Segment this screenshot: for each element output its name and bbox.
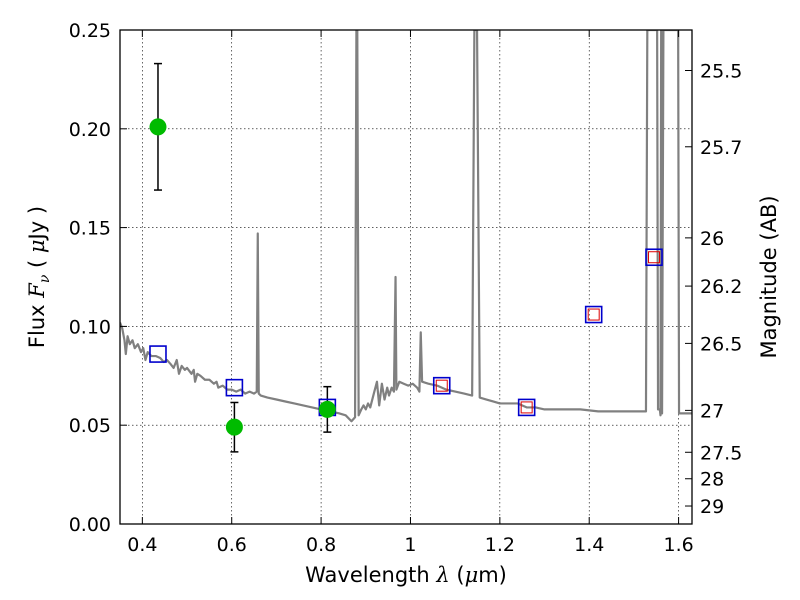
x-tick-label: 1.6 [663, 534, 693, 556]
x-axis-unit-end: m) [478, 563, 507, 587]
observed-data-point [225, 418, 243, 436]
y-axis-mu: μ [25, 239, 49, 253]
y-tick-label: 0.15 [69, 218, 111, 240]
y-axis-label-word: Flux [25, 298, 49, 348]
y-axis-F: F [25, 282, 49, 299]
y-axis-label: Flux Fν ( μJy ) [25, 206, 53, 348]
y-tick-label: 0.10 [69, 316, 111, 338]
model-photometry-square [432, 376, 451, 395]
model-photometry-square [225, 378, 244, 397]
x-axis-label: Wavelength λ (μm) [305, 563, 507, 587]
observed-data-point [318, 400, 336, 418]
x-tick-label: 1.4 [574, 534, 604, 556]
model-photometry-square [149, 345, 167, 363]
model-photometry-inner-square [520, 401, 533, 414]
y-tick-label: 0.20 [69, 119, 111, 141]
y-tick-label: 0.25 [69, 20, 111, 42]
model-photometry-square [584, 305, 603, 324]
right-axis-label: Magnitude (AB) [757, 195, 781, 358]
x-axis-lambda: λ [435, 563, 449, 587]
x-axis-unit: ( [450, 563, 465, 587]
y-axis-unit: Jy ) [25, 206, 49, 242]
x-axis-mu: μ [465, 563, 479, 587]
grid-lines [120, 30, 692, 524]
x-tick-label: 1 [404, 534, 416, 556]
observed-data-point [149, 118, 167, 136]
tick-labels: 0.4 0.6 0.8 1 1.2 1.4 1.6 0.00 0.05 0.10 0.15 0.20 0… [69, 20, 743, 556]
right-tick-label: 25.5 [700, 61, 742, 83]
right-tick-label: 27 [700, 400, 724, 422]
plot-frame [119, 29, 693, 525]
y-tick-label: 0.05 [69, 415, 111, 437]
x-tick-label: 0.4 [127, 534, 157, 556]
x-tick-label: 0.8 [306, 534, 336, 556]
tick-marks [120, 29, 692, 525]
right-tick-label: 26.5 [700, 333, 742, 355]
plot-content [120, 30, 692, 453]
model-photometry-square [645, 248, 663, 267]
right-tick-label: 26.2 [700, 276, 742, 298]
right-tick-label: 25.7 [700, 137, 742, 159]
y-axis-nu: ν [37, 274, 53, 283]
x-tick-label: 0.6 [217, 534, 247, 556]
model-photometry-square [517, 398, 536, 417]
right-tick-label: 26 [700, 228, 724, 250]
model-photometry-inner-square [587, 308, 600, 321]
x-axis-label-word: Wavelength [305, 563, 436, 587]
x-tick-label: 1.2 [485, 534, 515, 556]
plot-background [120, 30, 692, 524]
model-photometry-inner-square [435, 379, 448, 392]
right-tick-label: 29 [700, 496, 724, 518]
right-tick-label: 27.5 [700, 442, 742, 464]
right-tick-label: 28 [700, 469, 724, 491]
y-axis-paren: ( [25, 253, 49, 275]
y-tick-label: 0.00 [69, 514, 111, 536]
model-photometry-inner-square [648, 251, 661, 264]
